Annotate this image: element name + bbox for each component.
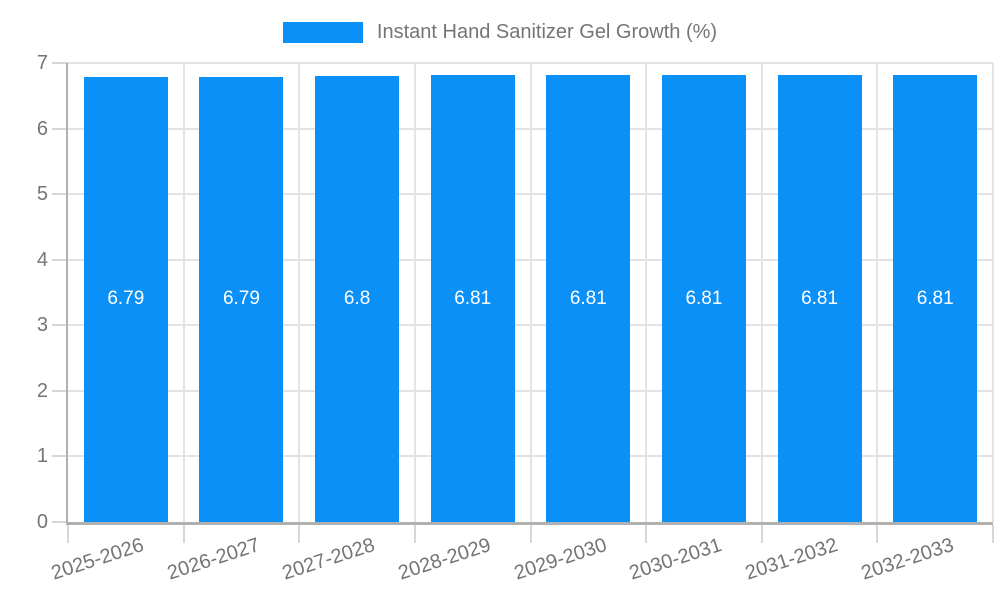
y-axis-tick (52, 258, 68, 261)
gridline-vertical (645, 63, 648, 522)
x-axis-tick (529, 525, 532, 543)
x-axis-tick (67, 525, 69, 543)
bar-value-label: 6.79 (107, 288, 145, 310)
bar-value-label: 6.81 (454, 287, 492, 309)
x-axis-line (66, 522, 993, 525)
y-axis-tick-label: 7 (36, 52, 48, 74)
bar-value-label: 6.81 (569, 287, 607, 309)
bar-value-label: 6.81 (916, 287, 954, 309)
x-axis-tick (992, 525, 994, 543)
x-axis-tick (645, 525, 648, 543)
gridline-vertical (876, 63, 879, 522)
legend-label: Instant Hand Sanitizer Gel Growth (%) (376, 21, 718, 43)
y-axis-tick (52, 127, 68, 130)
gridline-vertical (182, 63, 185, 522)
bar: 6.81 (546, 75, 631, 522)
y-axis-tick-label: 2 (36, 379, 48, 402)
gridline-vertical (992, 63, 994, 522)
bar-value-label: 6.79 (222, 288, 260, 310)
y-axis-tick (52, 193, 68, 196)
y-axis-tick (52, 389, 68, 392)
y-axis-tick-label: 6 (36, 117, 48, 140)
x-axis-category-label: 2028-2029 (395, 534, 494, 585)
x-axis-category-label: 2025-2026 (48, 534, 147, 585)
gridline-vertical (413, 63, 416, 522)
legend-swatch (282, 21, 363, 43)
x-axis-category-label: 2026-2027 (164, 534, 263, 585)
y-axis-tick-label: 3 (36, 314, 48, 337)
y-axis-tick-label: 0 (36, 511, 48, 533)
bar-value-label: 6.81 (685, 287, 723, 309)
y-axis-line (66, 63, 68, 522)
y-axis-tick (52, 62, 68, 64)
y-axis-tick (52, 324, 68, 327)
bar: 6.81 (893, 75, 978, 522)
bar: 6.81 (430, 75, 515, 522)
gridline-vertical (529, 63, 532, 522)
y-axis-tick-label: 4 (36, 248, 48, 271)
bar-value-label: 6.81 (801, 287, 839, 309)
bar: 6.79 (83, 76, 168, 522)
bar: 6.81 (661, 75, 746, 522)
x-axis-tick (298, 525, 301, 543)
x-axis-tick (413, 525, 416, 543)
y-axis-tick-label: 5 (36, 183, 48, 206)
gridline-vertical (298, 63, 301, 522)
bar: 6.81 (777, 75, 862, 522)
bar: 6.8 (315, 76, 400, 522)
x-axis-category-label: 2031-2032 (742, 534, 841, 585)
x-axis-category-label: 2030-2031 (626, 534, 725, 585)
y-axis-tick (52, 521, 68, 523)
y-axis-tick (52, 455, 68, 458)
chart-legend: Instant Hand Sanitizer Gel Growth (%) (0, 21, 1000, 43)
bar-value-label: 6.8 (343, 288, 371, 310)
x-axis-tick (876, 525, 879, 543)
gridline-vertical (760, 63, 763, 522)
x-axis-tick (182, 525, 185, 543)
y-axis-tick-label: 1 (36, 445, 48, 468)
x-axis-category-label: 2027-2028 (280, 534, 378, 585)
x-axis-tick (760, 525, 763, 543)
bar: 6.79 (199, 76, 284, 522)
x-axis-category-label: 2032-2033 (858, 534, 956, 585)
x-axis-category-label: 2029-2030 (511, 534, 610, 585)
